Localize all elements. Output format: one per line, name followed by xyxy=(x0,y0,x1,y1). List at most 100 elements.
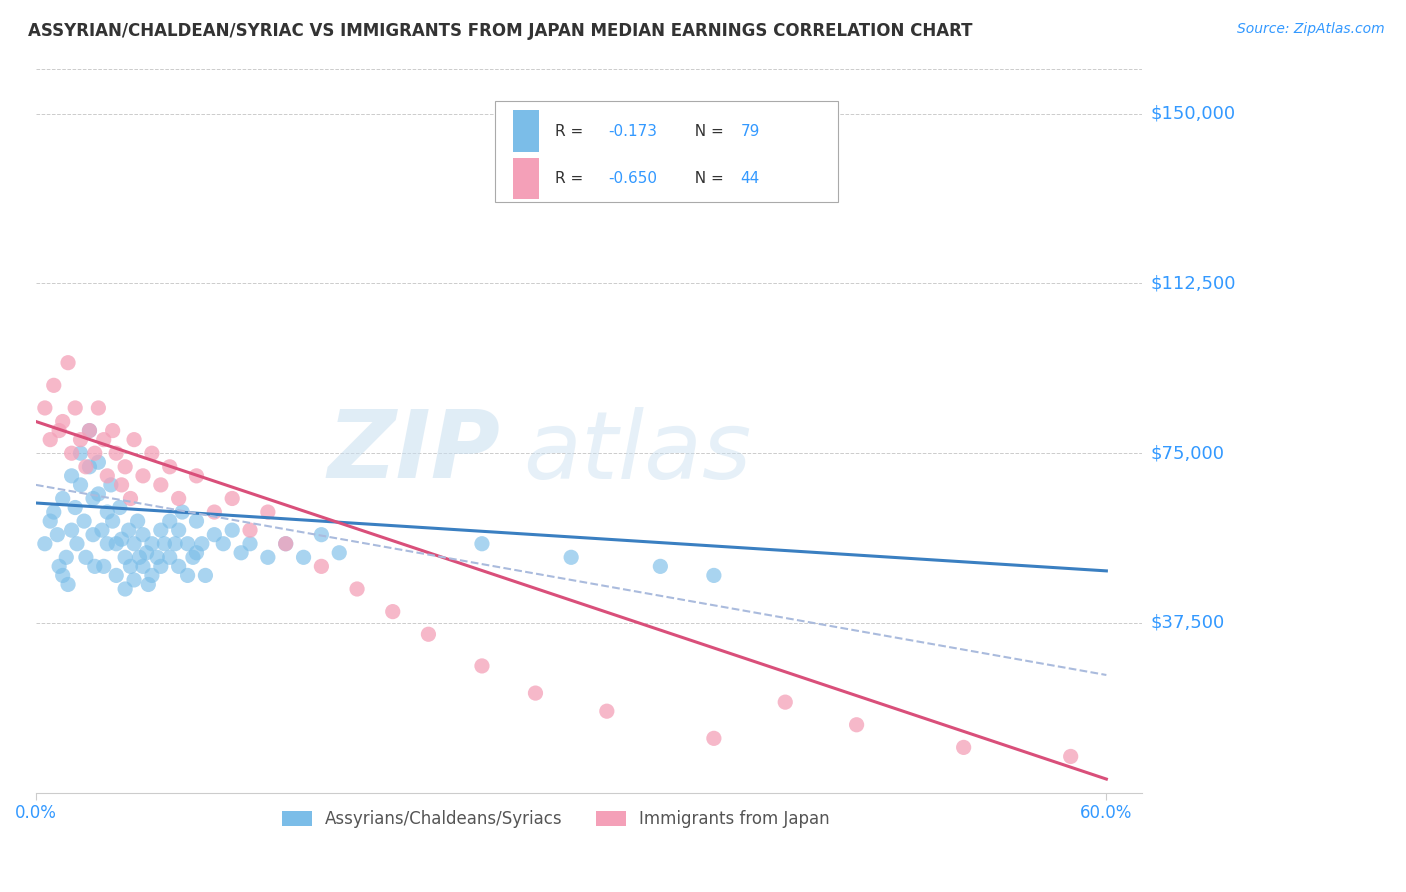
Point xyxy=(75,550,97,565)
Text: R =: R = xyxy=(555,170,588,186)
Point xyxy=(845,718,868,732)
Text: 79: 79 xyxy=(741,124,759,138)
Point xyxy=(650,559,672,574)
Point xyxy=(82,491,104,506)
Point xyxy=(69,433,91,447)
Point xyxy=(221,491,243,506)
Point xyxy=(153,537,176,551)
Point xyxy=(56,577,79,591)
Point xyxy=(311,527,333,541)
Point xyxy=(87,455,110,469)
Point xyxy=(39,514,62,528)
Point xyxy=(135,546,157,560)
Point xyxy=(110,532,132,546)
Point xyxy=(69,446,91,460)
Point xyxy=(186,468,208,483)
Point xyxy=(79,459,101,474)
Point xyxy=(186,546,208,560)
Point xyxy=(596,704,619,718)
Point xyxy=(105,568,128,582)
Point xyxy=(257,505,280,519)
Point xyxy=(176,568,198,582)
Point xyxy=(83,446,105,460)
Point xyxy=(127,514,149,528)
Point xyxy=(120,491,142,506)
Point xyxy=(114,582,136,596)
Point xyxy=(105,446,128,460)
Point xyxy=(122,433,145,447)
Legend: Assyrians/Chaldeans/Syriacs, Immigrants from Japan: Assyrians/Chaldeans/Syriacs, Immigrants … xyxy=(276,804,837,835)
Point xyxy=(93,559,115,574)
Text: ASSYRIAN/CHALDEAN/SYRIAC VS IMMIGRANTS FROM JAPAN MEDIAN EARNINGS CORRELATION CH: ASSYRIAN/CHALDEAN/SYRIAC VS IMMIGRANTS F… xyxy=(28,22,973,40)
Point xyxy=(202,505,225,519)
Point xyxy=(128,550,150,565)
Point xyxy=(159,459,181,474)
Point xyxy=(167,491,190,506)
Point xyxy=(63,401,86,415)
Text: 44: 44 xyxy=(741,170,759,186)
Text: $150,000: $150,000 xyxy=(1152,104,1236,123)
Text: R =: R = xyxy=(555,124,593,138)
Point xyxy=(60,446,83,460)
Text: ZIP: ZIP xyxy=(328,407,501,499)
Point xyxy=(52,415,75,429)
Point xyxy=(292,550,315,565)
Point xyxy=(114,550,136,565)
Point xyxy=(79,424,101,438)
Point xyxy=(1060,749,1083,764)
Point xyxy=(101,514,124,528)
Point xyxy=(257,550,280,565)
Point xyxy=(141,568,163,582)
Point xyxy=(75,459,97,474)
Point xyxy=(560,550,582,565)
Point xyxy=(120,559,142,574)
Point xyxy=(60,523,83,537)
Point xyxy=(229,546,252,560)
Text: N =: N = xyxy=(685,170,728,186)
Point xyxy=(56,356,79,370)
Point xyxy=(221,523,243,537)
Point xyxy=(122,537,145,551)
Text: -0.173: -0.173 xyxy=(607,124,657,138)
Point xyxy=(79,424,101,438)
Text: $112,500: $112,500 xyxy=(1152,275,1236,293)
Point xyxy=(146,550,169,565)
Point xyxy=(91,523,114,537)
Point xyxy=(52,491,75,506)
Point xyxy=(100,478,122,492)
Point xyxy=(167,559,190,574)
Point xyxy=(194,568,217,582)
Point xyxy=(311,559,333,574)
Point xyxy=(46,527,69,541)
Point xyxy=(96,505,118,519)
Point xyxy=(122,573,145,587)
Point xyxy=(149,559,172,574)
Point xyxy=(524,686,547,700)
Point xyxy=(42,505,65,519)
Point xyxy=(66,537,89,551)
Point xyxy=(96,537,118,551)
Text: $37,500: $37,500 xyxy=(1152,614,1225,632)
Point xyxy=(274,537,297,551)
Point xyxy=(181,550,204,565)
Point xyxy=(346,582,368,596)
Point xyxy=(159,550,181,565)
Point xyxy=(105,537,128,551)
Point xyxy=(82,527,104,541)
Point xyxy=(110,478,132,492)
Text: N =: N = xyxy=(685,124,728,138)
Point xyxy=(141,537,163,551)
Point xyxy=(239,537,262,551)
Text: atlas: atlas xyxy=(523,407,751,498)
Point xyxy=(108,500,131,515)
Point xyxy=(132,559,155,574)
Point xyxy=(381,605,404,619)
Text: $75,000: $75,000 xyxy=(1152,444,1225,462)
Point xyxy=(328,546,350,560)
Point xyxy=(63,500,86,515)
Point xyxy=(34,401,56,415)
Point xyxy=(73,514,96,528)
Point xyxy=(60,468,83,483)
Point xyxy=(132,527,155,541)
Point xyxy=(48,559,70,574)
